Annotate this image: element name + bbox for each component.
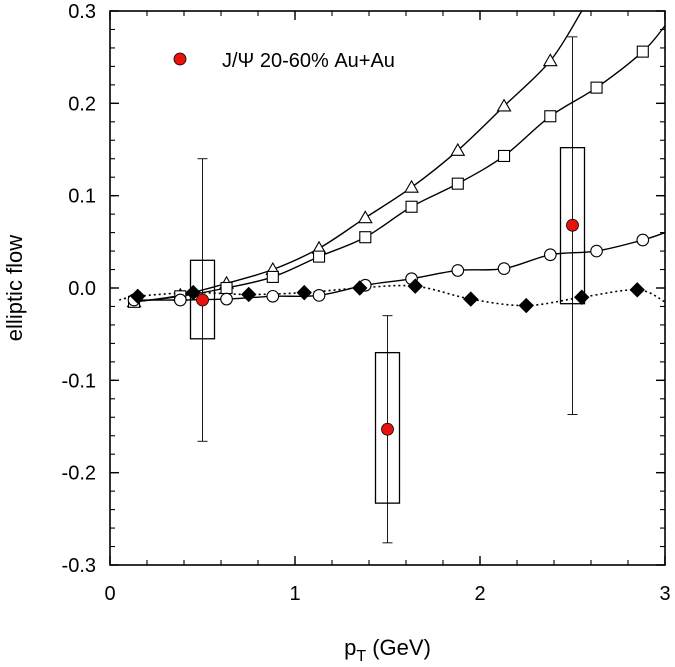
model-point-triangle bbox=[357, 210, 373, 224]
model-point-circle-open bbox=[312, 289, 326, 302]
model-point-circle-open bbox=[451, 264, 465, 277]
x-tick-label: 1 bbox=[289, 583, 300, 605]
legend: J/Ψ 20-60% Au+Au bbox=[173, 50, 395, 72]
jpsi-systematic-box bbox=[374, 351, 401, 504]
y-tick-label: 0.2 bbox=[68, 93, 96, 115]
model-point-triangle bbox=[450, 142, 466, 156]
model-point-square bbox=[636, 45, 649, 58]
x-axis-title-subscript: T bbox=[356, 648, 366, 665]
model-point-circle-open bbox=[590, 244, 603, 258]
jpsi-data-point bbox=[381, 422, 394, 436]
model-point-square bbox=[312, 250, 326, 263]
y-tick-label: 0.0 bbox=[68, 278, 96, 300]
model-point-circle-open bbox=[497, 262, 511, 275]
x-axis-title-main: p bbox=[344, 635, 356, 660]
y-tick-label: -0.2 bbox=[62, 463, 96, 485]
model-point-diamond bbox=[407, 278, 423, 294]
legend-marker-jpsi bbox=[173, 52, 187, 66]
model-point-diamond bbox=[185, 284, 201, 301]
model-point-diamond bbox=[296, 284, 312, 301]
model-point-diamond bbox=[241, 286, 257, 303]
x-axis-title-unit: (GeV) bbox=[366, 635, 431, 660]
model-point-square bbox=[359, 231, 372, 244]
model-point-circle-open bbox=[266, 289, 280, 303]
jpsi-systematic-box bbox=[559, 147, 586, 305]
model-point-square bbox=[497, 149, 511, 163]
model-markers-square bbox=[128, 45, 649, 308]
x-tick-label: 0 bbox=[104, 583, 115, 605]
x-tick-label: 2 bbox=[474, 583, 485, 605]
y-tick-label: 0.3 bbox=[68, 1, 96, 23]
model-point-diamond bbox=[518, 297, 534, 314]
model-point-triangle bbox=[496, 98, 512, 112]
model-point-triangle bbox=[542, 53, 558, 67]
model-point-square bbox=[451, 177, 464, 190]
jpsi-systematic-box bbox=[189, 259, 216, 340]
model-point-diamond bbox=[629, 282, 645, 298]
model-markers-triangle bbox=[126, 53, 558, 308]
model-point-circle-open bbox=[173, 293, 187, 307]
model-point-square bbox=[220, 281, 233, 295]
model-point-circle-open bbox=[543, 248, 557, 262]
model-point-square bbox=[544, 110, 557, 123]
y-tick-label: 0.1 bbox=[68, 186, 96, 208]
model-markers-diamond bbox=[130, 278, 645, 314]
model-point-triangle bbox=[404, 179, 419, 193]
jpsi-data-point bbox=[566, 218, 579, 232]
jpsi-data-point bbox=[196, 293, 209, 307]
axis-ticks bbox=[109, 10, 666, 566]
x-axis-title: pT (GeV) bbox=[344, 635, 431, 665]
model-point-diamond bbox=[352, 280, 368, 296]
model-point-diamond bbox=[463, 291, 479, 307]
plot-area bbox=[119, 11, 665, 544]
model-point-square bbox=[590, 81, 603, 94]
model-point-square bbox=[405, 200, 418, 213]
y-axis-title: elliptic flow bbox=[2, 235, 27, 341]
model-point-circle-open bbox=[220, 292, 233, 306]
jpsi-markers bbox=[196, 218, 579, 436]
legend-label-jpsi: J/Ψ 20-60% Au+Au bbox=[222, 50, 395, 72]
model-point-square bbox=[266, 270, 279, 283]
model-point-diamond bbox=[130, 288, 146, 305]
y-tick-label: -0.3 bbox=[62, 555, 96, 577]
model-point-circle-open bbox=[636, 233, 650, 247]
y-tick-label: -0.1 bbox=[62, 370, 96, 392]
model-point-diamond bbox=[574, 289, 590, 305]
x-tick-label: 3 bbox=[659, 583, 670, 605]
